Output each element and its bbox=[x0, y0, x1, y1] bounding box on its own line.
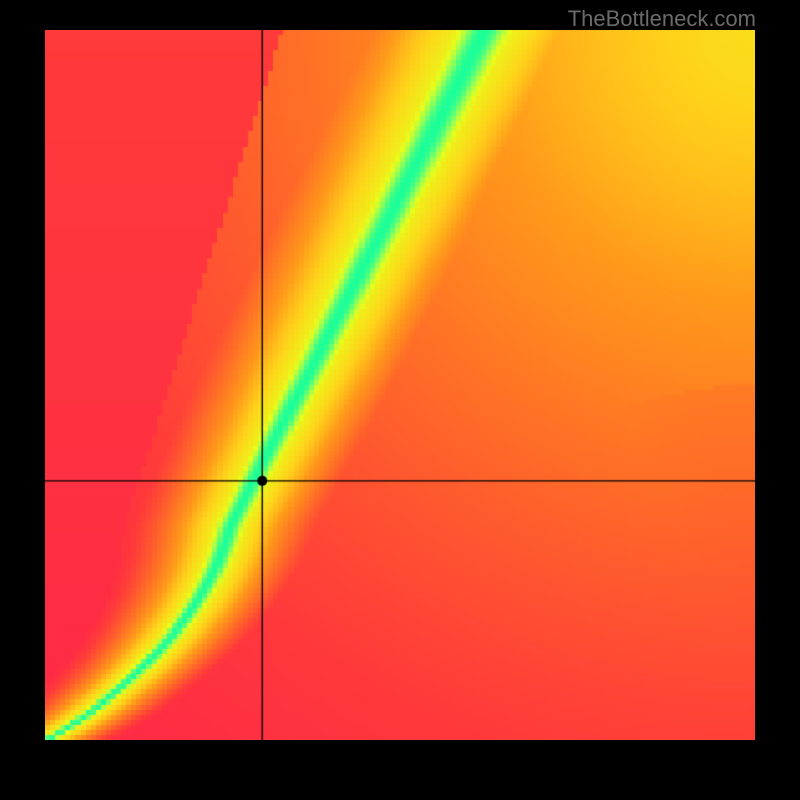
heatmap-canvas bbox=[45, 30, 755, 740]
bottleneck-heatmap bbox=[45, 30, 755, 740]
watermark-text: TheBottleneck.com bbox=[568, 6, 756, 32]
